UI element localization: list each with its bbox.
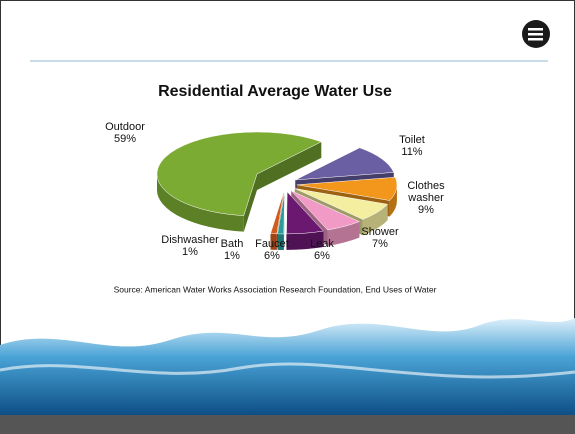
value-label: 7% xyxy=(361,238,398,250)
chart: Residential Average Water Use Source: Am… xyxy=(0,0,575,434)
category-label: Leak xyxy=(310,238,334,250)
value-label: 1% xyxy=(161,246,218,258)
category-label: Shower xyxy=(361,226,398,238)
category-label: Outdoor xyxy=(105,121,145,133)
category-label: Faucet xyxy=(255,238,289,250)
category-label: Clothes washer xyxy=(401,180,451,204)
source-note: Source: American Water Works Association… xyxy=(114,284,437,294)
value-label: 6% xyxy=(310,250,334,262)
value-label: 59% xyxy=(105,133,145,145)
value-label: 1% xyxy=(221,250,244,262)
value-label: 6% xyxy=(255,250,289,262)
category-label: Dishwasher xyxy=(161,234,218,246)
value-label: 9% xyxy=(401,204,451,216)
category-label: Bath xyxy=(221,238,244,250)
chart-title: Residential Average Water Use xyxy=(158,83,392,100)
footer-bar xyxy=(0,415,575,434)
value-label: 11% xyxy=(399,146,425,158)
slide: Residential Average Water Use Source: Am… xyxy=(0,0,575,434)
category-label: Toilet xyxy=(399,134,425,146)
logo xyxy=(522,20,550,48)
